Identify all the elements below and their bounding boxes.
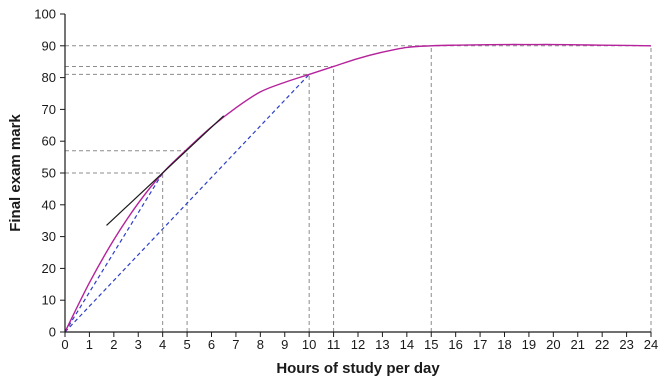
y-tick-label: 0 — [49, 325, 56, 340]
y-tick-label: 30 — [42, 229, 56, 244]
x-axis-label: Hours of study per day — [276, 360, 440, 377]
x-tick-label: 13 — [375, 337, 389, 352]
x-tick-label: 23 — [619, 337, 633, 352]
x-tick-label: 10 — [302, 337, 316, 352]
x-axis-ticks: 0 1 2 3 4 5 6 7 8 9 10 11 12 13 14 15 16 17 18 19 20 21 22 23 24 — [61, 332, 658, 352]
x-tick-label: 15 — [424, 337, 438, 352]
x-tick-label: 4 — [159, 337, 166, 352]
chord-line-1 — [64, 172, 164, 333]
chord-lines — [64, 74, 310, 333]
x-tick-label: 1 — [86, 337, 93, 352]
x-tick-label: 17 — [473, 337, 487, 352]
y-tick-label: 60 — [42, 134, 56, 149]
x-tick-label: 0 — [61, 337, 68, 352]
y-tick-label: 50 — [42, 166, 56, 181]
x-tick-label: 2 — [110, 337, 117, 352]
y-tick-label: 70 — [42, 102, 56, 117]
y-axis-label: Final exam mark — [7, 114, 24, 232]
x-tick-label: 6 — [208, 337, 215, 352]
x-tick-label: 12 — [351, 337, 365, 352]
y-tick-label: 90 — [42, 38, 56, 53]
x-tick-label: 7 — [232, 337, 239, 352]
x-tick-label: 8 — [257, 337, 264, 352]
y-tick-label: 10 — [42, 293, 56, 308]
chord-line-2 — [64, 74, 310, 333]
y-tick-label: 80 — [42, 70, 56, 85]
x-tick-label: 24 — [644, 337, 658, 352]
x-tick-label: 3 — [135, 337, 142, 352]
x-tick-label: 14 — [400, 337, 414, 352]
tangent-layer — [106, 115, 225, 226]
y-tick-label: 20 — [42, 261, 56, 276]
x-tick-label: 11 — [327, 337, 341, 352]
y-axis-ticks: 0 10 20 30 40 50 60 70 80 90 100 — [34, 7, 65, 340]
reference-lines — [65, 45, 652, 332]
y-tick-label: 40 — [42, 197, 56, 212]
x-tick-label: 18 — [497, 337, 511, 352]
x-tick-label: 22 — [595, 337, 609, 352]
x-tick-label: 21 — [571, 337, 585, 352]
tangent-line — [106, 115, 225, 226]
x-tick-label: 19 — [522, 337, 536, 352]
x-tick-label: 9 — [281, 337, 288, 352]
x-tick-label: 20 — [546, 337, 560, 352]
y-tick-label: 100 — [34, 7, 56, 22]
x-tick-label: 5 — [183, 337, 190, 352]
x-tick-label: 16 — [448, 337, 462, 352]
